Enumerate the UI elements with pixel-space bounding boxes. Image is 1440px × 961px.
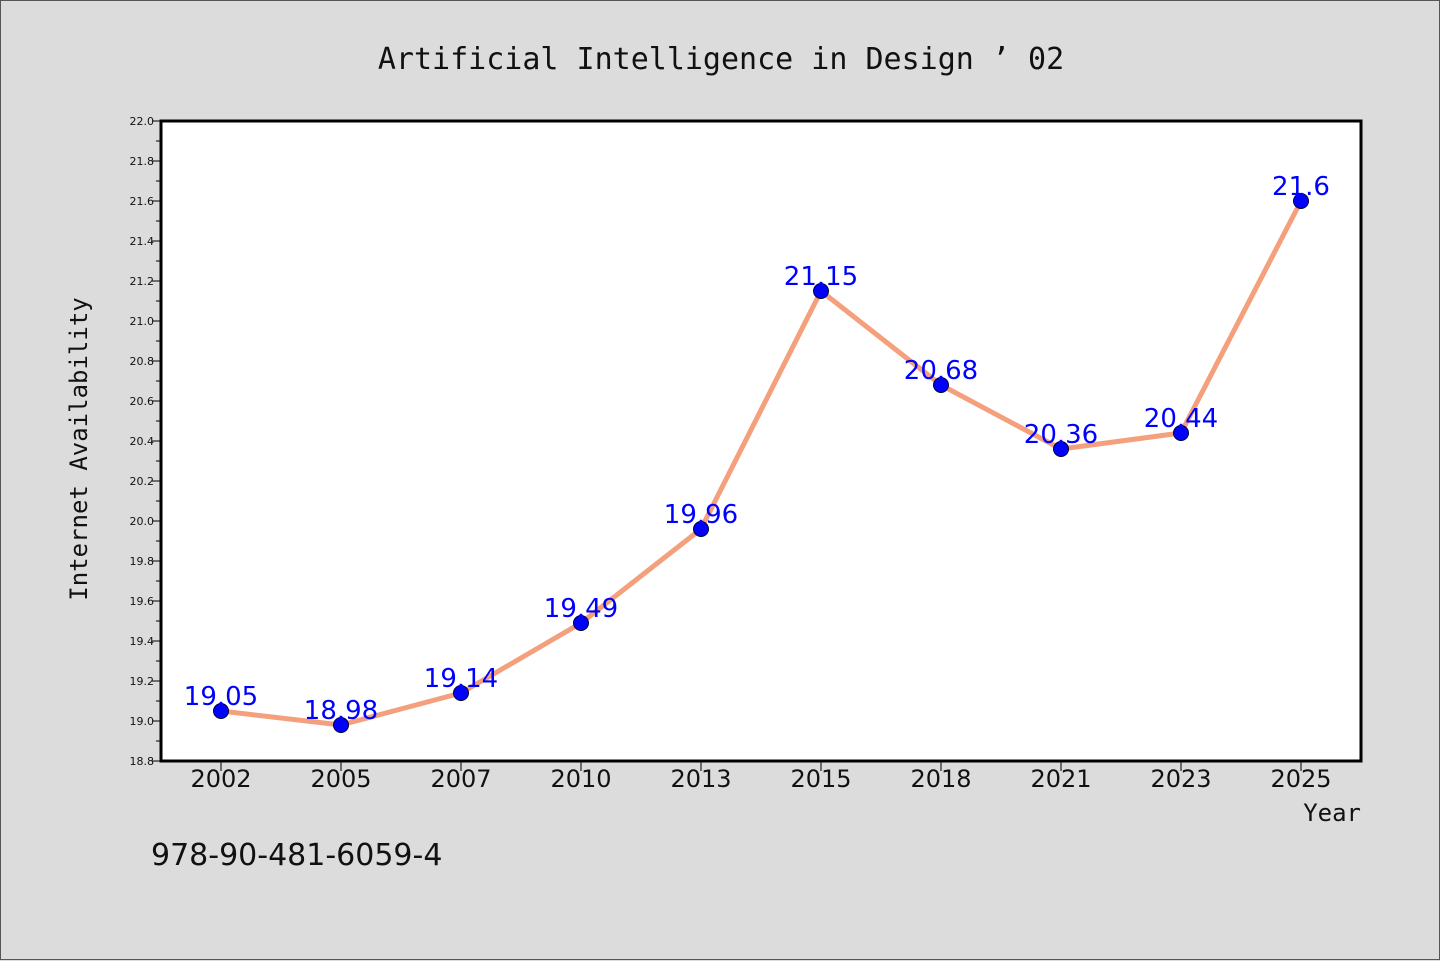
y-tick-label: 20.2 — [130, 475, 155, 488]
data-label: 19.96 — [664, 500, 738, 530]
data-point — [813, 283, 829, 299]
data-point — [333, 717, 349, 733]
x-tick-label: 2005 — [310, 765, 371, 793]
data-point — [453, 685, 469, 701]
y-axis-label: Internet Availability — [65, 297, 93, 600]
isbn-annotation: 978-90-481-6059-4 — [151, 838, 442, 873]
data-label: 20.44 — [1144, 404, 1218, 434]
x-tick-label: 2018 — [910, 765, 971, 793]
data-label: 21.15 — [784, 262, 858, 292]
data-labels: 19.05 18.98 19.14 19.49 19.96 21.15 20.68 20.36… — [184, 172, 1330, 726]
y-tick-label: 21.8 — [130, 155, 155, 168]
y-tick-label: 22.0 — [130, 115, 155, 128]
data-point — [693, 521, 709, 537]
x-axis-label: Year — [1303, 799, 1361, 827]
y-tick-label: 20.4 — [130, 435, 155, 448]
y-tick-label: 19.8 — [130, 555, 155, 568]
data-label: 20.36 — [1024, 420, 1098, 450]
y-tick-label: 21.2 — [130, 275, 155, 288]
data-label: 19.14 — [424, 664, 498, 694]
data-label: 18.98 — [304, 696, 378, 726]
y-tick-label: 21.0 — [130, 315, 155, 328]
x-axis-ticks: 2002 2005 2007 2010 2013 2015 2018 2021 2023 2025 — [190, 761, 1332, 793]
data-label: 19.05 — [184, 682, 258, 712]
data-point — [573, 615, 589, 631]
y-tick-label: 21.4 — [130, 235, 155, 248]
data-point — [1293, 193, 1309, 209]
data-label: 19.49 — [544, 594, 618, 624]
data-points — [213, 193, 1309, 733]
data-label: 21.6 — [1272, 172, 1330, 202]
data-point — [1173, 425, 1189, 441]
y-tick-label: 18.8 — [130, 755, 155, 768]
y-tick-label: 21.6 — [130, 195, 155, 208]
chart-title: Artificial Intelligence in Design ’ 02 — [378, 42, 1064, 77]
data-point — [933, 377, 949, 393]
x-tick-label: 2023 — [1150, 765, 1211, 793]
y-axis-ticks: 18.8 19.0 19.2 19.4 19.6 19.8 20.0 20.2 20.4 20.6… — [130, 115, 161, 768]
y-tick-label: 20.0 — [130, 515, 155, 528]
x-tick-label: 2007 — [430, 765, 491, 793]
y-tick-label: 19.0 — [130, 715, 155, 728]
y-tick-label: 19.4 — [130, 635, 155, 648]
x-tick-label: 2021 — [1030, 765, 1091, 793]
plot-area — [161, 121, 1361, 761]
y-tick-label: 19.2 — [130, 675, 155, 688]
data-point — [1053, 441, 1069, 457]
series-line — [220, 199, 1304, 728]
x-tick-label: 2015 — [790, 765, 851, 793]
x-tick-label: 2002 — [190, 765, 251, 793]
x-tick-label: 2025 — [1270, 765, 1331, 793]
plot-frame — [159, 119, 1363, 763]
x-tick-label: 2013 — [670, 765, 731, 793]
data-label: 20.68 — [904, 356, 978, 386]
y-tick-label: 20.6 — [130, 395, 155, 408]
y-tick-label: 20.8 — [130, 355, 155, 368]
data-point — [213, 703, 229, 719]
y-tick-label: 19.6 — [130, 595, 155, 608]
x-tick-label: 2010 — [550, 765, 611, 793]
